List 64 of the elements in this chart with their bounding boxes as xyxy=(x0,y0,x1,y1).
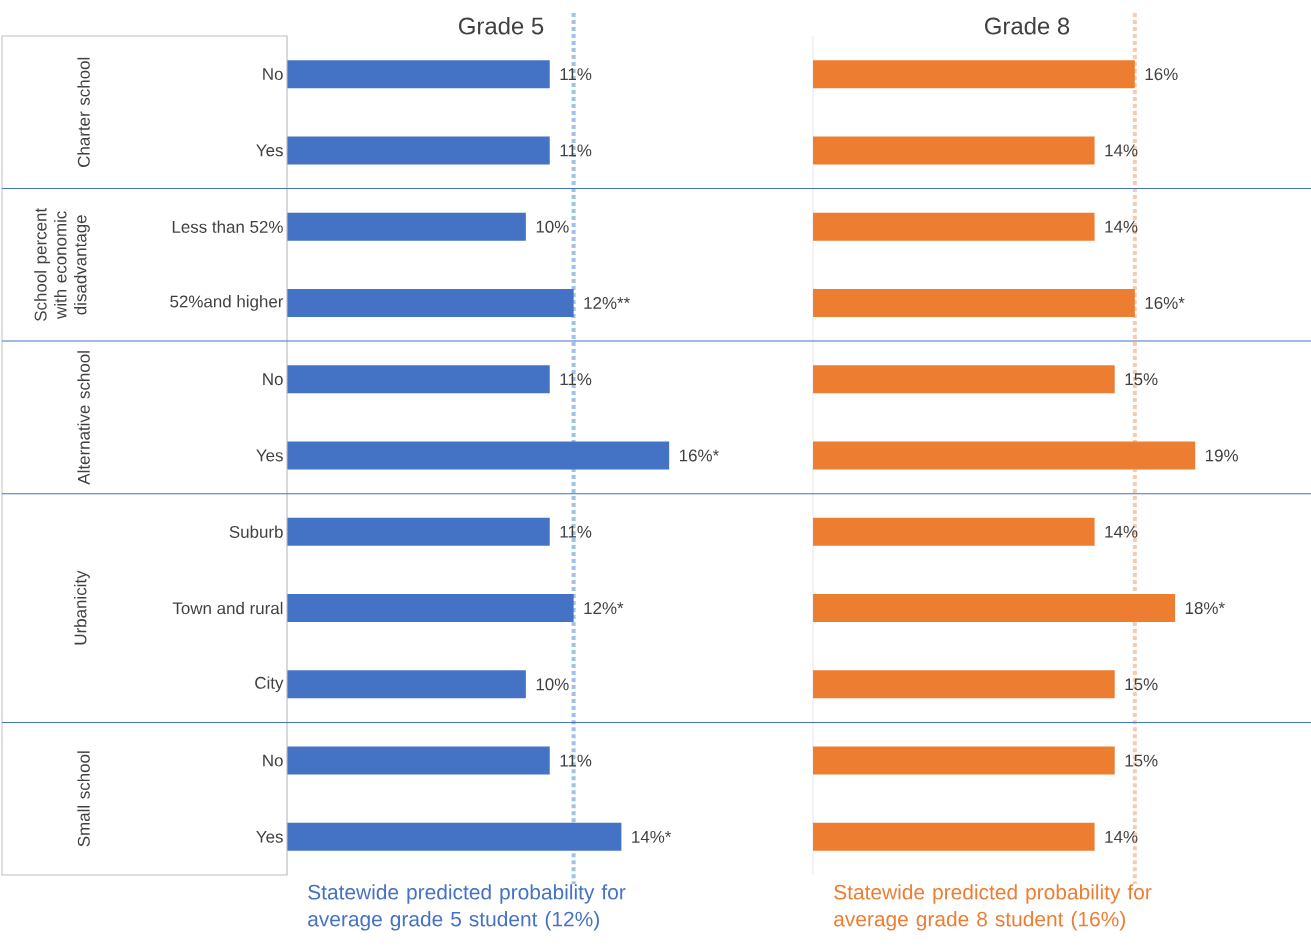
data-label: 19% xyxy=(1205,449,1238,462)
ref-line-label: Statewide predicted probability for average grade 8 student (16%) xyxy=(834,884,1152,931)
y-tick-label: No xyxy=(263,68,283,81)
bar xyxy=(287,670,526,699)
text: Charter school xyxy=(77,57,90,167)
bar xyxy=(813,441,1196,470)
chart-title: Grade 5 xyxy=(459,16,544,35)
data-label: 11% xyxy=(560,373,592,386)
y-tick-label: Yes xyxy=(256,449,283,462)
data-label: 15% xyxy=(1125,373,1158,386)
text: Urbanicity xyxy=(74,570,90,645)
data-label: 14%* xyxy=(632,830,672,843)
bar xyxy=(287,594,574,623)
data-label: 14% xyxy=(1105,144,1138,157)
y-tick-label: Suburb xyxy=(229,525,283,538)
data-label: 15% xyxy=(1125,754,1158,767)
text: Alternative school xyxy=(77,351,90,485)
bar xyxy=(813,670,1115,699)
data-label: 11% xyxy=(560,144,592,157)
data-label: 11% xyxy=(560,68,592,81)
y-tick-label: Yes xyxy=(256,830,283,843)
data-label: 12%* xyxy=(584,602,624,615)
bar xyxy=(813,594,1176,623)
bar xyxy=(813,746,1115,775)
data-label: 14% xyxy=(1105,220,1138,233)
data-label: 15% xyxy=(1125,678,1158,691)
bar xyxy=(287,60,550,89)
data-label: 12%** xyxy=(584,296,630,309)
bar xyxy=(813,212,1095,241)
y-tick-label: Town and rural xyxy=(172,601,283,615)
data-label: 14% xyxy=(1105,525,1138,538)
y-tick-label: City xyxy=(255,676,284,693)
y-tick-label: No xyxy=(263,373,283,386)
bar xyxy=(287,746,550,775)
data-label: 14% xyxy=(1105,830,1138,843)
bar xyxy=(287,288,574,317)
bar xyxy=(813,60,1135,89)
bar xyxy=(287,136,550,165)
y-tick-label: No xyxy=(263,754,283,767)
bar xyxy=(287,365,550,394)
bar xyxy=(813,136,1095,165)
data-label: 16%* xyxy=(679,449,719,462)
y-tick-label: 52%and higher xyxy=(170,295,284,311)
data-label: 16%* xyxy=(1145,296,1185,309)
text: School percent with economic disadvantage xyxy=(34,208,90,322)
y-tick-label: Yes xyxy=(256,144,283,157)
bar xyxy=(287,822,622,851)
chart-title: Grade 8 xyxy=(985,16,1070,35)
text: Small school xyxy=(77,751,90,847)
data-label: 11% xyxy=(560,754,592,767)
ref-line-label: Statewide predicted probability for average grade 5 student (12%) xyxy=(308,884,626,931)
bar xyxy=(287,212,526,241)
data-label: 16% xyxy=(1145,68,1178,81)
data-label: 11% xyxy=(560,525,592,538)
bar xyxy=(813,365,1115,394)
bar xyxy=(287,441,670,470)
data-label: 10% xyxy=(536,678,569,691)
bar xyxy=(813,288,1135,317)
data-label: 18%* xyxy=(1185,602,1225,615)
bar xyxy=(813,517,1095,546)
y-tick-label: Less than 52% xyxy=(172,220,283,233)
data-label: 10% xyxy=(536,220,569,233)
bar xyxy=(287,517,550,546)
bar xyxy=(813,822,1095,851)
